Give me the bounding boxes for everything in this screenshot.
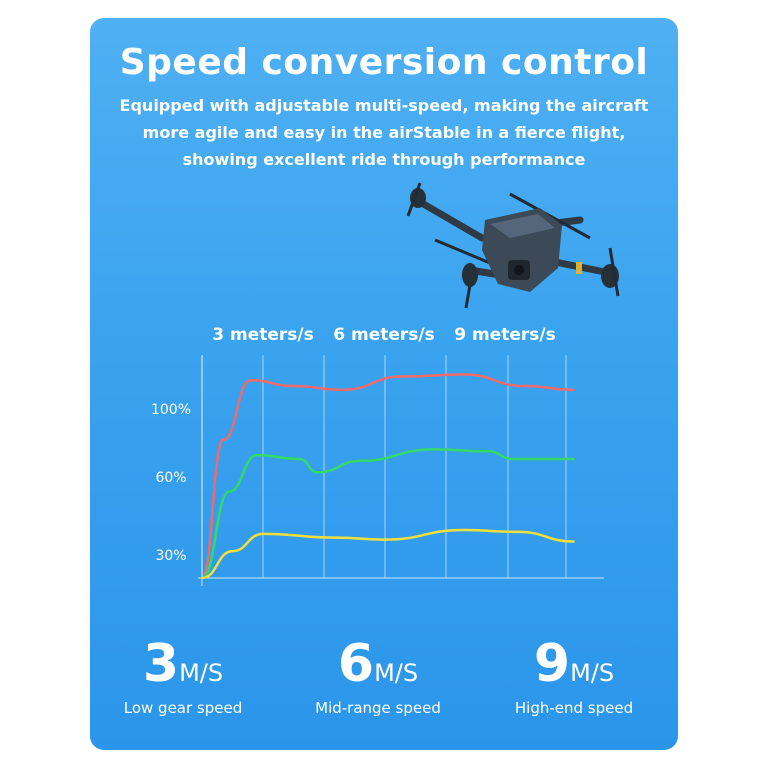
grid: [198, 355, 604, 586]
drone-body-top: [490, 214, 555, 238]
top-speed-label: 9 meters/s: [454, 325, 555, 345]
subtitle-line-3: showing excellent ride through performan…: [182, 150, 586, 169]
subtitle-line-1: Equipped with adjustable multi-speed, ma…: [119, 96, 649, 115]
speed-high-label: High-end speed: [514, 699, 634, 717]
drone-image: [406, 182, 620, 309]
speed-low: 3M/S Low gear speed: [83, 636, 283, 717]
product-card: [90, 18, 678, 750]
speed-low-unit: M/S: [179, 659, 224, 687]
page-title: Speed conversion control: [119, 42, 649, 83]
speed-low-label: Low gear speed: [123, 699, 243, 717]
subtitle-line-2: more agile and easy in the airStable in …: [142, 123, 626, 142]
top-speed-label: 6 meters/s: [333, 325, 434, 345]
speed-high-unit: M/S: [570, 659, 615, 687]
drone-arm-left-back: [406, 182, 486, 242]
drone-lens: [514, 265, 524, 275]
series-red-line: [200, 373, 575, 580]
speed-mid-value: 6: [337, 634, 375, 694]
speed-mid-unit: M/S: [374, 659, 419, 687]
speed-high: 9M/S High-end speed: [474, 636, 674, 717]
speed-high-value: 9: [533, 634, 571, 694]
speed-mid: 6M/S Mid-range speed: [278, 636, 478, 717]
speed-mid-label: Mid-range speed: [315, 699, 441, 717]
series-green-line: [200, 448, 575, 580]
labels: 3 meters/s 6 meters/s 9 meters/s 100% 60% 30%: [151, 325, 556, 564]
y-tick-label: 100%: [151, 402, 191, 418]
top-speed-label: 3 meters/s: [212, 325, 313, 345]
series-yellow-line: [200, 528, 575, 580]
series: [200, 373, 575, 580]
y-tick-label: 30%: [155, 548, 186, 564]
y-tick-label: 60%: [155, 470, 186, 486]
subtitle: Equipped with adjustable multi-speed, ma…: [0, 92, 768, 173]
speed-low-value: 3: [142, 634, 180, 694]
